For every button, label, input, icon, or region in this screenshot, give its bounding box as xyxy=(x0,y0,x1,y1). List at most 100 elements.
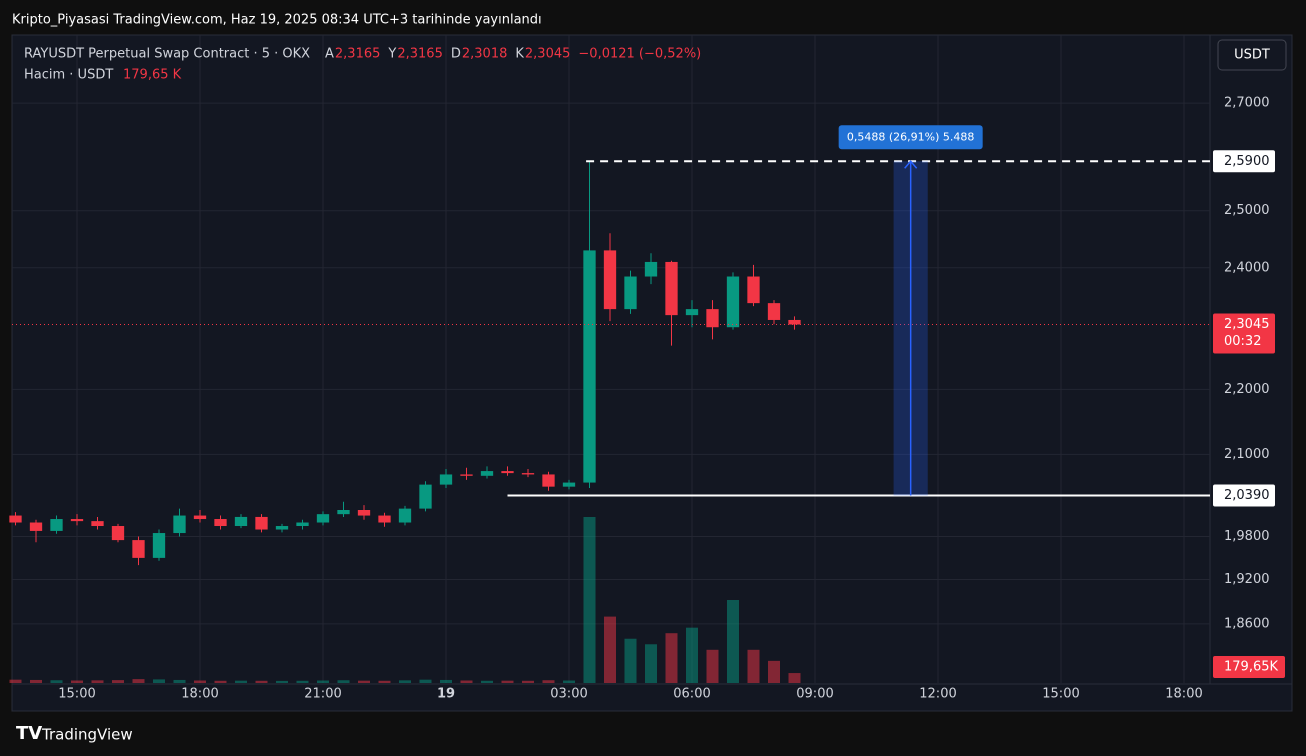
volume-bar xyxy=(71,680,83,683)
volume-bar xyxy=(276,680,288,683)
candle-body xyxy=(173,515,186,534)
x-tick-label: 15:00 xyxy=(1042,687,1079,702)
volume-bar xyxy=(9,679,22,683)
y-tick-label: 2,1000 xyxy=(1224,447,1270,462)
x-tick-label: 06:00 xyxy=(673,687,710,702)
volume-bar xyxy=(214,680,227,683)
volume-name: Hacim · USDT xyxy=(24,68,113,83)
candle-body xyxy=(624,276,637,310)
volume-bar xyxy=(378,680,391,683)
measure-label: 0,5488 (26,91%) 5.488 xyxy=(847,130,975,143)
candle-body xyxy=(378,515,391,523)
volume-bar xyxy=(460,680,473,683)
currency-button[interactable] xyxy=(1217,39,1287,71)
price-tag-label: 2,0390 xyxy=(1224,488,1270,503)
brand: TradingView xyxy=(41,726,133,744)
candle-body xyxy=(665,261,678,316)
candle-body xyxy=(480,471,494,476)
volume-bar xyxy=(50,680,63,683)
volume-bar xyxy=(91,680,104,683)
x-tick-label: 18:00 xyxy=(181,687,218,702)
volume-bar xyxy=(30,679,42,683)
publish-title: Kripto_Piyasasi TradingView.com, Haz 19,… xyxy=(12,13,542,28)
volume-bar xyxy=(522,680,534,683)
candle-body xyxy=(50,519,63,531)
candle-body xyxy=(439,474,453,485)
legend-open-label: A xyxy=(325,47,334,62)
symbol: RAYUSDT Perpetual Swap Contract · 5 · OK… xyxy=(24,47,310,62)
volume-value: 179,65 K xyxy=(123,68,182,83)
x-tick-label: 19 xyxy=(437,687,455,702)
volume-bar xyxy=(788,673,801,683)
y-tick-label: 2,7000 xyxy=(1224,96,1270,111)
logo: TV xyxy=(16,723,42,744)
grid: 2,7000 2,5000 2,4000 2,2000 2,1000 1,9800 1,92… xyxy=(12,35,1270,702)
x-tick-label: 09:00 xyxy=(796,687,833,702)
candle-body xyxy=(70,519,84,522)
measure-arrow-head xyxy=(904,160,918,169)
candle-body xyxy=(132,540,145,558)
candle-body xyxy=(726,276,740,328)
volume-bar xyxy=(583,517,596,683)
legend-low-label: D xyxy=(451,47,461,62)
candle-body xyxy=(9,515,22,523)
volume-bar xyxy=(194,680,206,683)
price-tag-label: 2,5900 xyxy=(1224,154,1270,169)
candle-body xyxy=(234,516,248,527)
candle-body xyxy=(685,309,699,316)
volume-bar xyxy=(399,680,411,683)
marks xyxy=(9,161,801,683)
candle-body xyxy=(521,473,535,475)
volume-bar xyxy=(153,679,165,683)
overlay: 2,3045 00:32 179,65K 2,5900 2,0390 0,5488 (26… xyxy=(12,125,1285,678)
volume-bar xyxy=(768,660,780,683)
volume-bar xyxy=(112,680,124,683)
volume-bar xyxy=(706,649,719,683)
volume-bar xyxy=(235,680,247,683)
candle-body xyxy=(767,303,781,320)
candle-body xyxy=(152,533,166,558)
volume-bar xyxy=(419,679,432,683)
volume-tag-label: 179,65K xyxy=(1224,660,1278,675)
volume-bar xyxy=(173,679,186,683)
ohlc-legend: A 2,3165 Y 2,3165 D 2,3018 K 2,3045 −0,0121 (−0,… xyxy=(325,47,701,62)
candle-body xyxy=(357,509,371,516)
y-tick-label: 2,5000 xyxy=(1224,203,1270,218)
volume-bar xyxy=(542,680,555,683)
currency-button-label[interactable]: USDT xyxy=(1234,48,1270,63)
candle-body xyxy=(644,261,658,277)
legend-open: 2,3165 xyxy=(335,47,381,62)
candle-body xyxy=(193,515,207,520)
candle-body xyxy=(583,250,596,483)
candle-body xyxy=(91,521,104,527)
volume-bar xyxy=(296,680,309,683)
price-tag xyxy=(1213,150,1275,173)
candle-body xyxy=(562,482,576,487)
candle-body xyxy=(788,319,801,325)
legend-change: −0,0121 (−0,52%) xyxy=(578,47,701,62)
legend-high-label: Y xyxy=(387,47,396,62)
candle-body xyxy=(337,509,350,515)
candle-body xyxy=(275,526,289,530)
x-tick-label: 15:00 xyxy=(58,687,95,702)
volume-bar xyxy=(358,680,370,683)
volume-bar xyxy=(317,680,329,683)
legend-close-label: K xyxy=(515,47,524,62)
volume-bar xyxy=(337,680,350,683)
candle-body xyxy=(501,471,514,474)
volume-bar xyxy=(563,680,575,683)
volume-bar xyxy=(686,627,698,683)
volume-bar xyxy=(747,649,760,683)
volume-bar xyxy=(440,679,452,683)
volume-bar xyxy=(727,600,739,683)
y-tick-label: 2,4000 xyxy=(1224,260,1270,275)
countdown: 00:32 xyxy=(1224,334,1261,349)
candle-body xyxy=(296,522,309,527)
chart-panel xyxy=(11,34,1293,712)
y-tick-label: 1,9200 xyxy=(1224,572,1270,587)
candle-body xyxy=(255,516,268,530)
measure-label-box xyxy=(838,125,983,150)
x-tick-label: 18:00 xyxy=(1165,687,1202,702)
volume-bar xyxy=(132,679,145,683)
